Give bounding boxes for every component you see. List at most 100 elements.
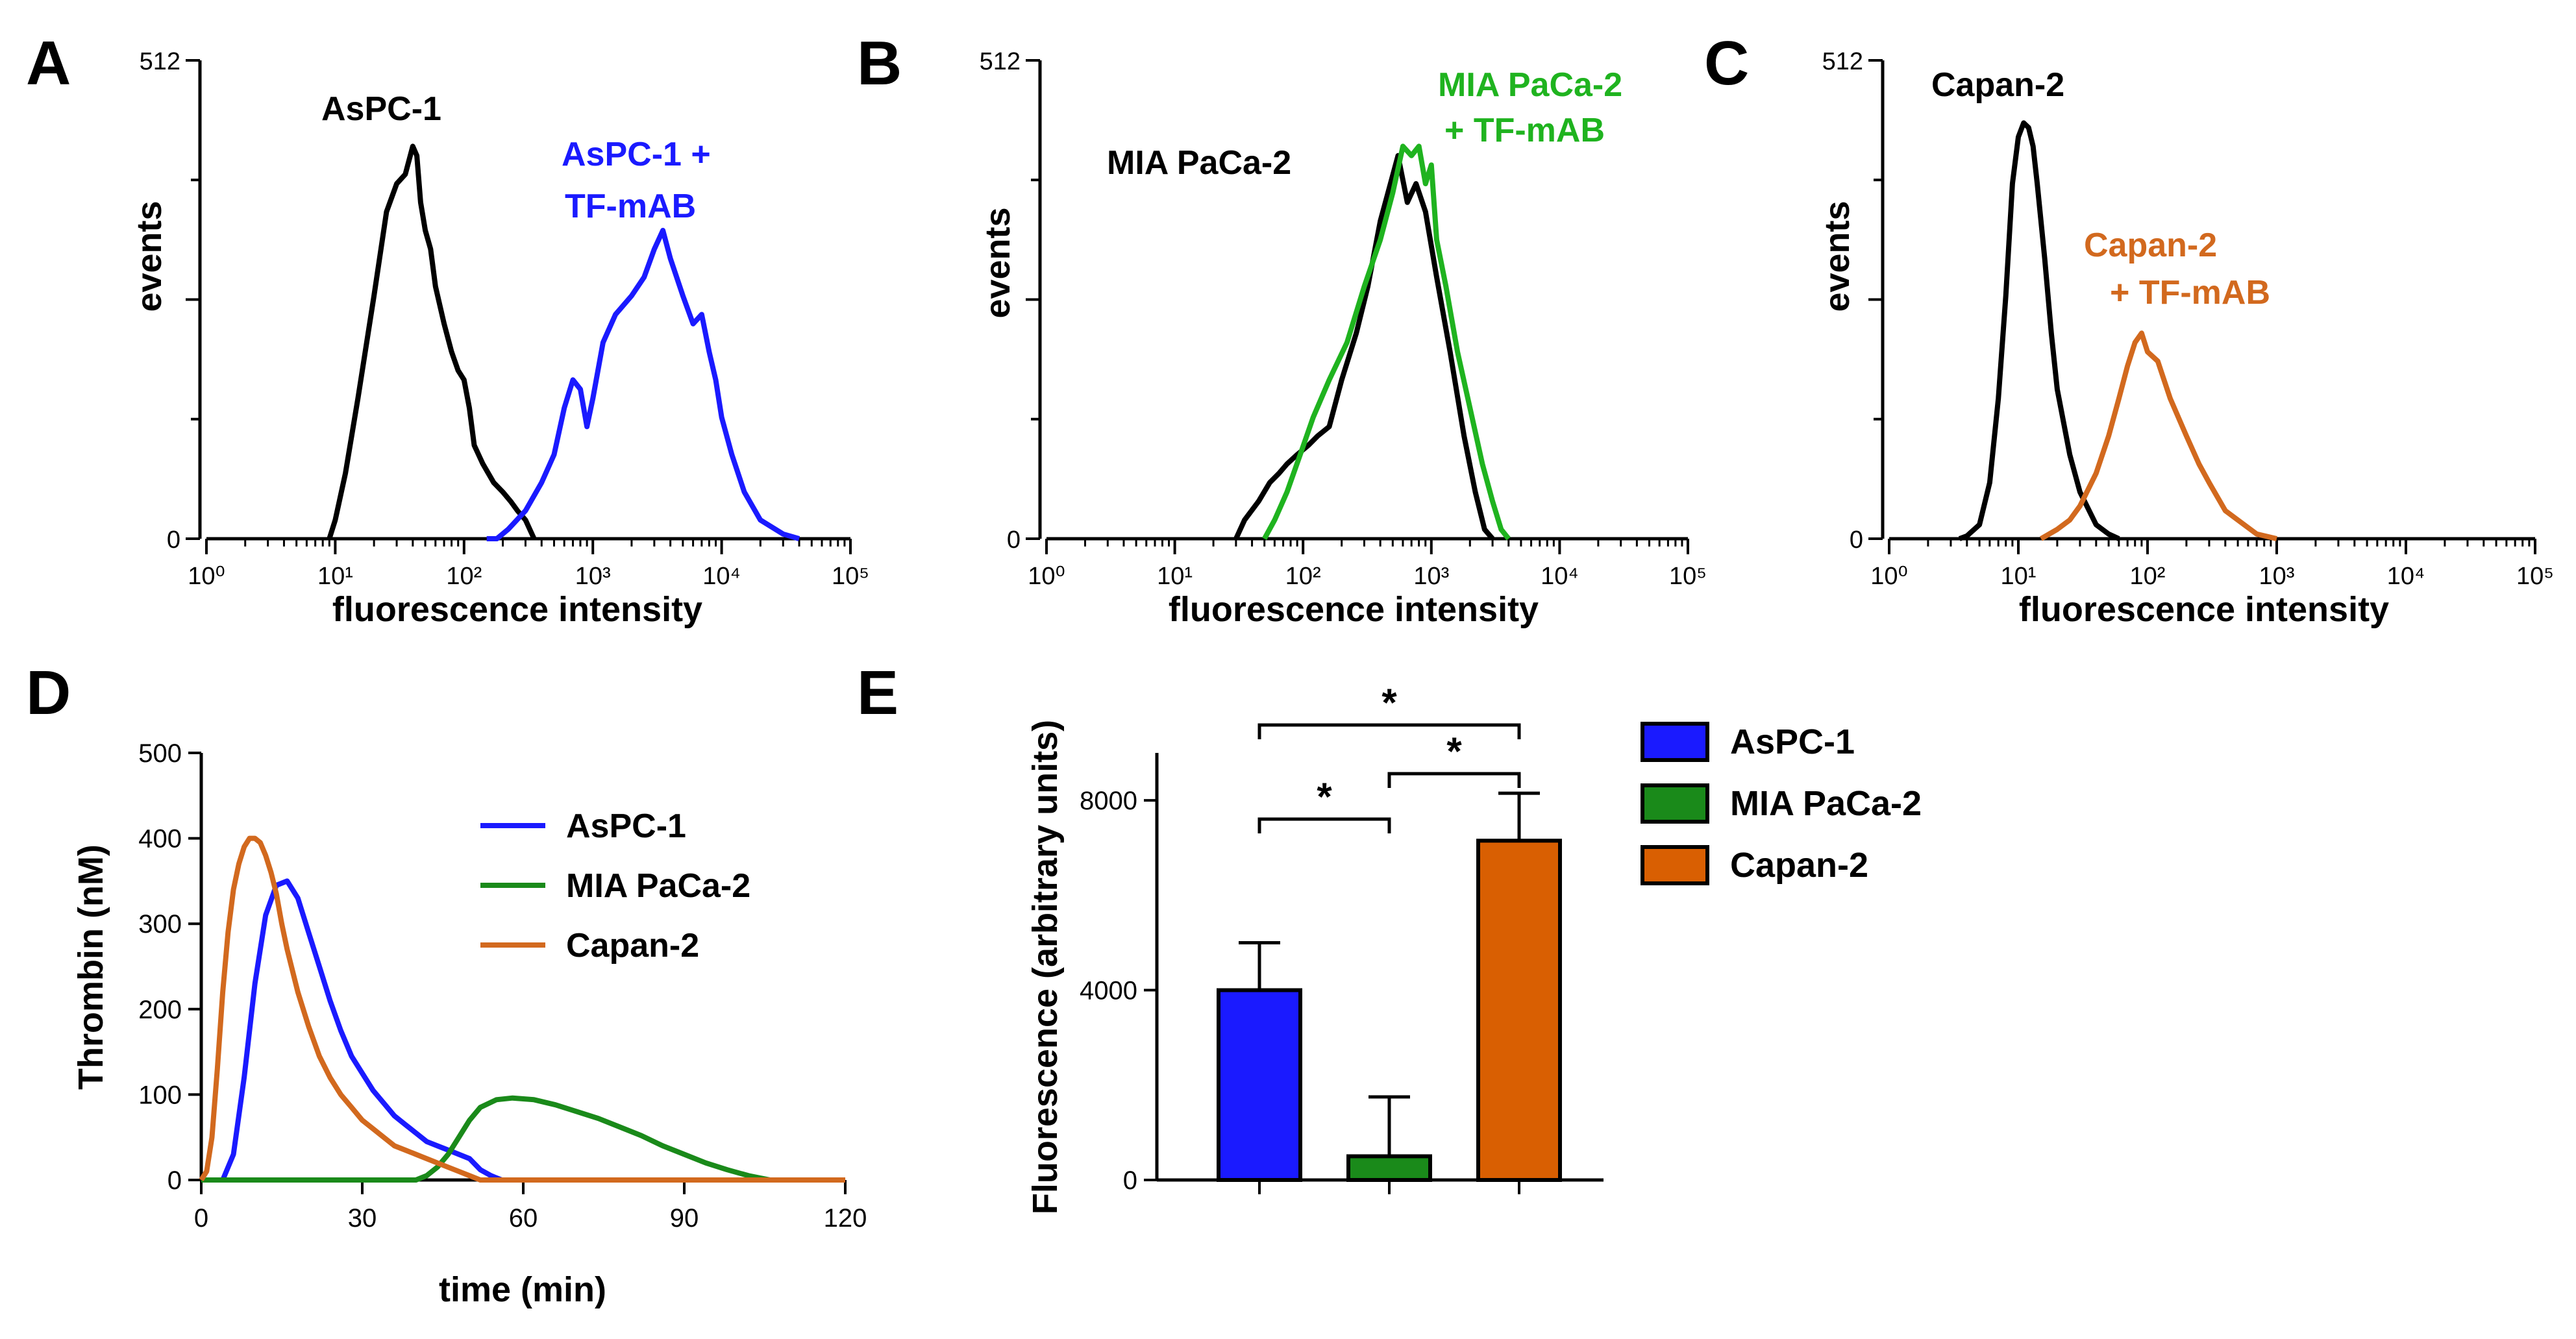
significance-star: * [1446, 730, 1462, 773]
x-tick-label: 10⁴ [1541, 563, 1579, 590]
significance-bracket [1387, 772, 1521, 788]
panel-label-c: C [1704, 29, 1749, 98]
panel-label-a: A [26, 29, 71, 98]
legend-label: AsPC-1 [1730, 722, 1855, 761]
significance-bracket [1257, 817, 1391, 833]
panel-d-series [199, 835, 845, 1183]
x-tick-label: 10² [2130, 563, 2166, 590]
panel-e-significance: * * * [1257, 681, 1521, 833]
x-tick-label: 10⁵ [832, 563, 869, 590]
y-tick-label: 512 [1822, 48, 1863, 75]
x-tick-label: 10³ [2259, 563, 2295, 590]
y-tick-label: 0 [1123, 1166, 1137, 1195]
series-line [199, 835, 845, 1183]
bar [1476, 839, 1562, 1183]
y-tick-label: 0 [1850, 526, 1863, 554]
panel-c-series [1958, 120, 2277, 541]
legend-swatch [1641, 783, 1709, 824]
panel-label-d: D [26, 658, 71, 728]
annotation-aspc1-tfmab-2: TF-mAB [565, 188, 696, 225]
legend-label: MIA PaCa-2 [1730, 784, 1922, 823]
x-tick-label: 10⁴ [2387, 563, 2425, 590]
x-tick-label: 10⁵ [2516, 563, 2554, 590]
panel-a-axes: 512 0 10⁰ 10¹ 10² 10³ 10⁴ 10⁵ [140, 48, 869, 590]
legend-label: AsPC-1 [566, 807, 686, 845]
series-line [1958, 120, 2120, 541]
series-line [486, 228, 800, 541]
x-tick-label: 60 [509, 1204, 538, 1233]
series-line [201, 1095, 845, 1183]
series-line [201, 878, 845, 1183]
significance-star: * [1381, 681, 1397, 724]
y-tick-label: 200 [138, 996, 182, 1024]
y-tick-label: 4000 [1080, 977, 1137, 1005]
panel-b-histogram: 512 0 10⁰ 10¹ 10² 10³ 10⁴ 10⁵ MIA PaCa-2 MIA Pa… [978, 48, 1707, 629]
x-axis-label: fluorescence intensity [1169, 590, 1539, 629]
bar [1346, 1154, 1432, 1183]
panel-d-thrombin: 0 100 200 300 400 500 0 30 60 90 120 AsPC-1 MIA PaC… [71, 739, 867, 1309]
legend-label: Capan-2 [566, 927, 699, 964]
x-tick-label: 10⁴ [702, 563, 741, 590]
x-tick-label: 10⁵ [1669, 563, 1707, 590]
panel-c-axes: 512 0 10⁰ 10¹ 10² 10³ 10⁴ 10⁵ [1822, 48, 2554, 590]
significance-star: * [1317, 775, 1332, 818]
y-axis-label: Fluorescence (arbitrary units) [1026, 720, 1065, 1214]
significance-bracket [1257, 723, 1521, 739]
bar [1217, 988, 1302, 1182]
y-tick-label: 400 [138, 825, 182, 854]
panel-e-legend: AsPC-1 MIA PaCa-2 Capan-2 [1641, 722, 1922, 885]
x-axis-label: fluorescence intensity [2019, 590, 2389, 629]
x-axis-label: time (min) [439, 1270, 606, 1309]
y-axis-label: events [130, 201, 169, 312]
y-axis-label: Thrombin (nM) [71, 844, 110, 1090]
x-tick-label: 10² [1285, 563, 1321, 590]
y-tick-label: 8000 [1080, 787, 1137, 815]
y-tick-label: 512 [980, 48, 1021, 75]
series-line [2039, 330, 2277, 541]
panel-d-legend: AsPC-1 MIA PaCa-2 Capan-2 [480, 807, 750, 964]
legend-swatch [1641, 845, 1709, 885]
x-tick-label: 10⁰ [1870, 563, 1908, 590]
legend-label: Capan-2 [1730, 846, 1868, 885]
y-tick-label: 512 [140, 48, 180, 75]
panel-label-e: E [857, 658, 898, 728]
x-axis-label: fluorescence intensity [332, 590, 702, 629]
x-tick-label: 30 [348, 1204, 377, 1233]
annotation-aspc1: AsPC-1 [321, 90, 441, 128]
y-axis-label: events [978, 207, 1017, 318]
y-tick-label: 0 [1007, 526, 1021, 554]
annotation-mia-tfmab-1: MIA PaCa-2 [1438, 66, 1622, 104]
panel-c-histogram: 512 0 10⁰ 10¹ 10² 10³ 10⁴ 10⁵ Capan-2 Capan-2 +… [1818, 48, 2554, 629]
panel-label-b: B [857, 29, 902, 98]
x-tick-label: 10¹ [2001, 563, 2037, 590]
panel-b-axes: 512 0 10⁰ 10¹ 10² 10³ 10⁴ 10⁵ [980, 48, 1707, 590]
y-tick-label: 0 [167, 1166, 182, 1195]
annotation-mia: MIA PaCa-2 [1107, 144, 1291, 182]
x-tick-label: 10⁰ [188, 563, 225, 590]
series-line [1262, 143, 1511, 541]
y-tick-label: 300 [138, 910, 182, 939]
annotation-capan: Capan-2 [1931, 66, 2064, 104]
series-line [1233, 153, 1495, 541]
y-tick-label: 100 [138, 1081, 182, 1109]
x-tick-label: 90 [670, 1204, 699, 1233]
x-tick-label: 0 [194, 1204, 208, 1233]
annotation-mia-tfmab-2: + TF-mAB [1444, 112, 1605, 149]
annotation-capan-tfmab-2: + TF-mAB [2110, 274, 2270, 312]
x-tick-label: 120 [824, 1204, 867, 1233]
series-line [327, 143, 537, 540]
x-tick-label: 10³ [575, 563, 611, 590]
panel-b-series [1233, 143, 1511, 541]
panel-e-bar-marks [1217, 791, 1562, 1183]
legend-swatch [1641, 722, 1709, 762]
x-tick-label: 10³ [1413, 563, 1449, 590]
annotation-capan-tfmab-1: Capan-2 [2084, 227, 2217, 264]
panel-a-series [327, 143, 800, 541]
y-axis-label: events [1818, 201, 1857, 312]
annotation-aspc1-tfmab-1: AsPC-1 + [562, 136, 711, 173]
legend-label: MIA PaCa-2 [566, 867, 750, 905]
panel-a-histogram: 512 0 10⁰ 10¹ 10² 10³ 10⁴ 10⁵ AsPC-1 AsPC-1 + T… [130, 48, 869, 629]
y-tick-label: 0 [167, 526, 180, 554]
panel-e-bars: 0 4000 8000 * * * AsPC-1 MIA PaCa-2 Capan-2 Fl… [1026, 681, 1922, 1214]
